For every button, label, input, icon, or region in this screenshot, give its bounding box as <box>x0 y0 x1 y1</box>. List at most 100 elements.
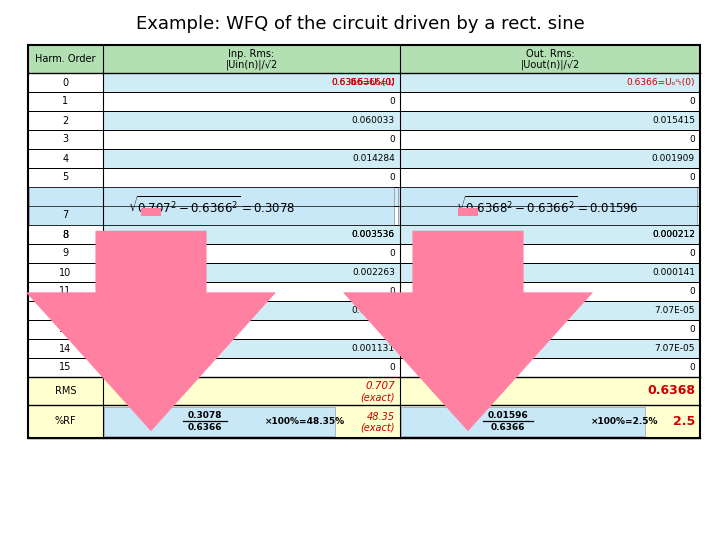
Text: 0.6366: 0.6366 <box>491 423 526 432</box>
Text: 8: 8 <box>63 230 68 240</box>
Text: Inp. Rms:: Inp. Rms: <box>228 49 274 59</box>
Bar <box>28 130 103 149</box>
Bar <box>141 208 161 216</box>
Bar <box>28 73 103 92</box>
Bar <box>103 168 400 187</box>
Text: 0: 0 <box>390 325 395 334</box>
Text: 0.000141: 0.000141 <box>652 268 695 277</box>
Text: 7.07E-05: 7.07E-05 <box>654 344 695 353</box>
Bar <box>28 45 700 438</box>
Text: 0.01596: 0.01596 <box>487 411 528 420</box>
Text: 0.001556: 0.001556 <box>352 306 395 315</box>
Bar <box>400 168 700 187</box>
Text: 7: 7 <box>63 211 68 220</box>
Bar <box>103 45 400 73</box>
Bar <box>400 358 700 377</box>
Bar <box>400 92 700 111</box>
Bar <box>28 92 103 111</box>
Text: 0: 0 <box>390 173 395 182</box>
Text: 0.003536: 0.003536 <box>352 230 395 239</box>
Bar <box>28 377 103 405</box>
Bar <box>400 282 700 301</box>
Bar <box>28 168 103 187</box>
Text: 0.006293: 0.006293 <box>352 192 395 201</box>
Text: 0: 0 <box>390 135 395 144</box>
Bar <box>103 206 400 225</box>
Bar <box>28 301 103 320</box>
Bar <box>103 130 400 149</box>
Text: 0.000212: 0.000212 <box>652 230 695 239</box>
Bar <box>400 301 700 320</box>
Text: ×100%=48.35%: ×100%=48.35% <box>265 417 345 426</box>
Bar <box>458 208 478 216</box>
Text: 0.002263: 0.002263 <box>352 268 395 277</box>
Text: 0.6368: 0.6368 <box>647 384 695 397</box>
Text: 2: 2 <box>63 116 68 125</box>
Text: (exact): (exact) <box>361 422 395 433</box>
Text: $\sqrt{0.707^2-0.6366^2}=0.3078$: $\sqrt{0.707^2-0.6366^2}=0.3078$ <box>128 195 295 217</box>
Text: $\sqrt{0.6368^2-0.6366^2}=0.01596$: $\sqrt{0.6368^2-0.6366^2}=0.01596$ <box>456 195 639 217</box>
Bar <box>28 405 103 438</box>
Bar <box>400 187 700 206</box>
Bar <box>400 339 700 358</box>
Text: 0: 0 <box>390 97 395 106</box>
Text: 0.6366=U: 0.6366=U <box>349 78 395 87</box>
Bar <box>400 377 700 405</box>
Bar <box>28 339 103 358</box>
Bar <box>103 244 400 263</box>
Bar <box>28 187 103 206</box>
Text: 0.707: 0.707 <box>365 381 395 391</box>
Text: 0: 0 <box>63 78 68 87</box>
Bar <box>28 358 103 377</box>
Text: 3: 3 <box>63 134 68 145</box>
Bar <box>398 187 697 225</box>
Text: 0.001909: 0.001909 <box>652 154 695 163</box>
Text: 0.6366=Uₒᵘₜ(0): 0.6366=Uₒᵘₜ(0) <box>626 78 695 87</box>
Text: 0.003536: 0.003536 <box>352 230 395 239</box>
Text: 14: 14 <box>59 343 71 354</box>
Bar <box>400 263 700 282</box>
Bar <box>103 405 400 438</box>
Bar <box>103 263 400 282</box>
Text: 0.000212: 0.000212 <box>652 230 695 239</box>
Bar <box>104 407 335 436</box>
Text: 4: 4 <box>63 153 68 164</box>
Text: 0.3078: 0.3078 <box>187 411 222 420</box>
Text: 10: 10 <box>59 267 71 278</box>
Bar <box>28 225 103 244</box>
Text: 12: 12 <box>59 306 72 315</box>
Text: 9: 9 <box>63 248 68 259</box>
Text: 0: 0 <box>390 363 395 372</box>
Bar <box>400 225 700 244</box>
Text: 0.060033: 0.060033 <box>352 116 395 125</box>
Text: 0.6366: 0.6366 <box>187 423 222 432</box>
Bar <box>401 407 645 436</box>
Bar <box>400 130 700 149</box>
Bar <box>28 45 103 73</box>
Text: 0: 0 <box>689 363 695 372</box>
Text: 0: 0 <box>689 135 695 144</box>
Text: 0.6366=Uᴵₙ(0): 0.6366=Uᴵₙ(0) <box>331 78 395 87</box>
Bar <box>103 301 400 320</box>
Bar <box>103 339 400 358</box>
Bar <box>103 111 400 130</box>
Bar <box>103 377 400 405</box>
Bar <box>103 225 400 244</box>
Text: 0: 0 <box>689 249 695 258</box>
Text: %RF: %RF <box>55 416 76 427</box>
Bar <box>103 73 400 92</box>
Text: 1: 1 <box>63 97 68 106</box>
Text: 0: 0 <box>689 325 695 334</box>
Text: 15: 15 <box>59 362 72 373</box>
Bar <box>103 358 400 377</box>
Bar <box>28 244 103 263</box>
Text: 0: 0 <box>689 211 695 220</box>
Bar <box>400 206 700 225</box>
Text: 11: 11 <box>59 287 71 296</box>
Text: 0.000566: 0.000566 <box>652 192 695 201</box>
Text: |Uout(n)|/√2: |Uout(n)|/√2 <box>521 60 580 70</box>
Text: 0.014284: 0.014284 <box>352 154 395 163</box>
Bar <box>400 73 700 92</box>
Bar <box>28 282 103 301</box>
Bar <box>103 282 400 301</box>
